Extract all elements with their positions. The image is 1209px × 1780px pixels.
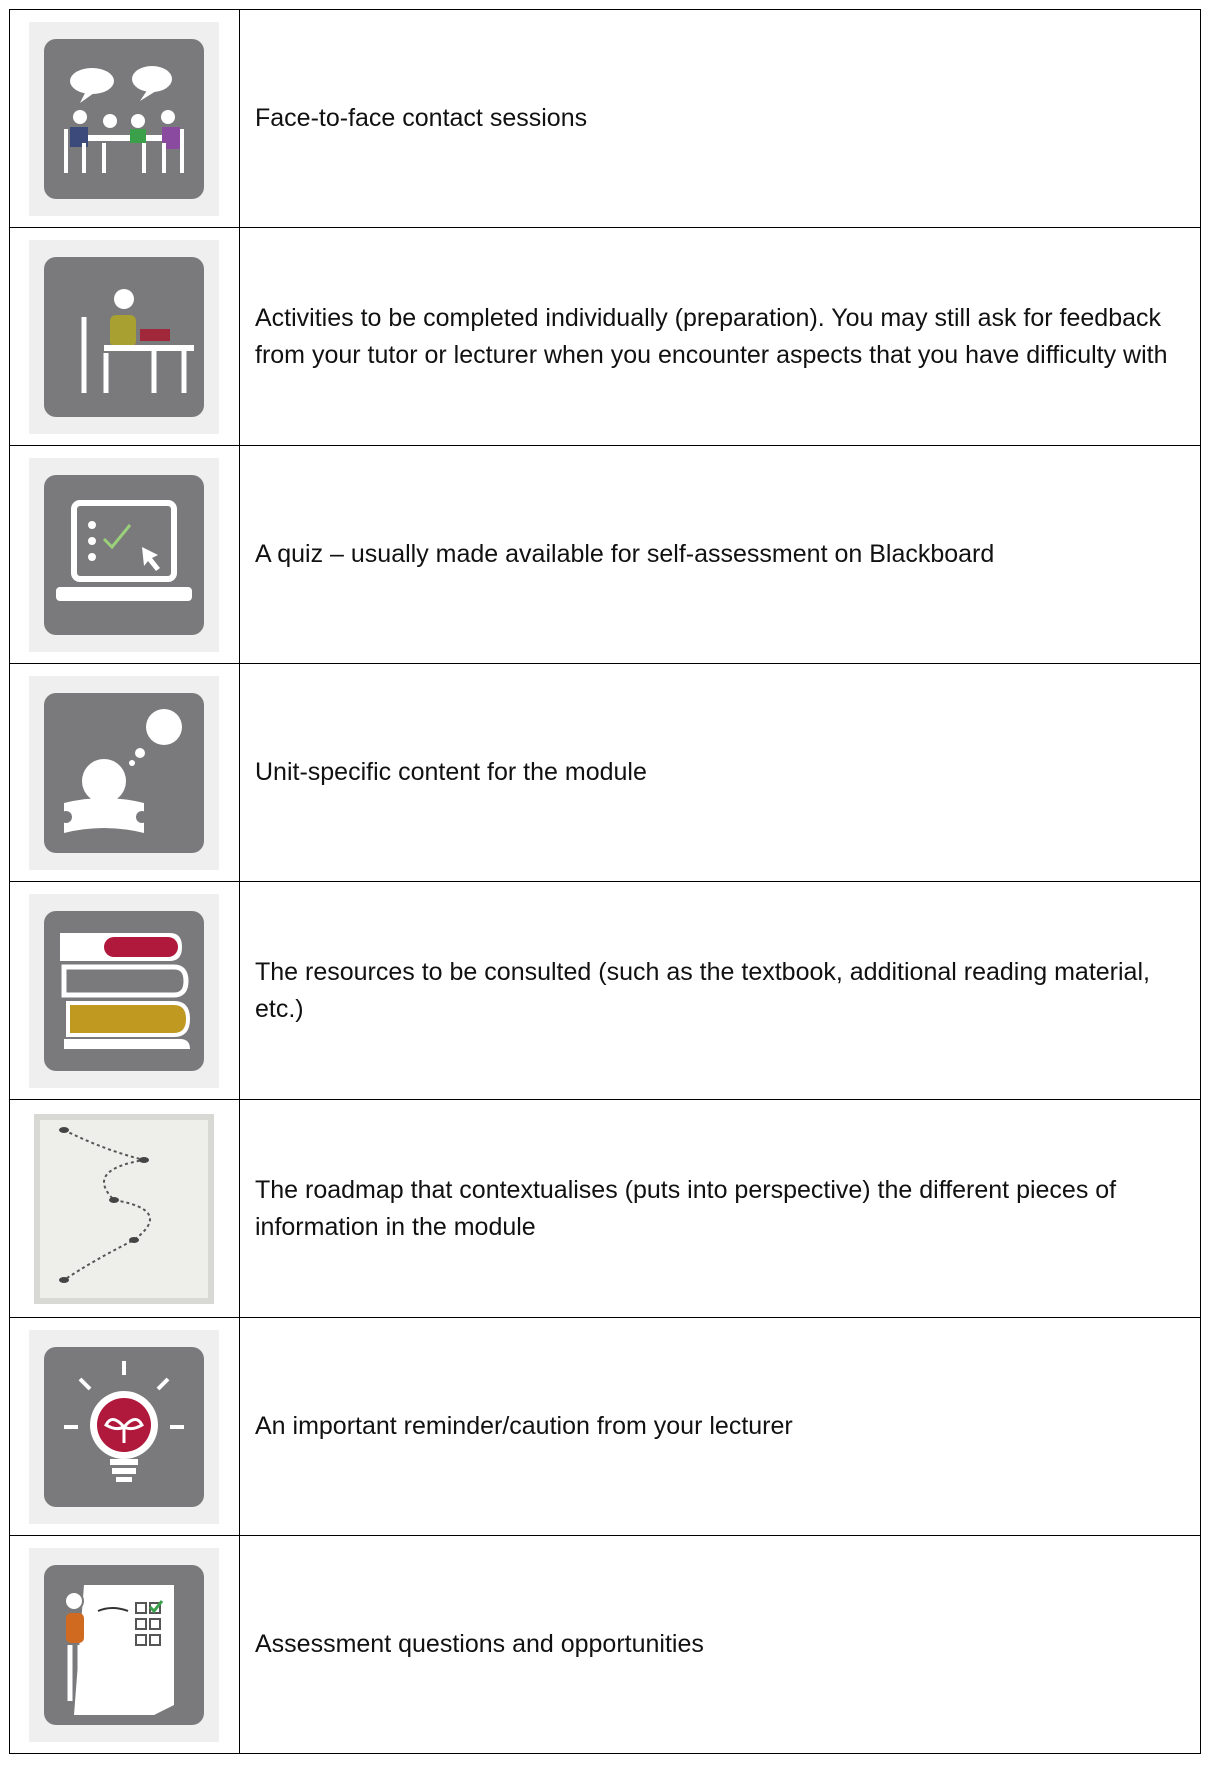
icon [29,457,219,652]
icon [29,239,219,434]
legend-table: Face-to-face contact sessions Activities… [9,9,1201,1754]
row-text: The resources to be consulted (such as t… [239,881,1201,1100]
row: Unit-specific content for the module [9,663,1201,882]
row: The resources to be consulted (such as t… [9,881,1201,1100]
row: Activities to be completed individually … [9,227,1201,446]
icon [29,1329,219,1524]
row-text: The roadmap that contextualises (puts in… [239,1099,1201,1318]
icon-cell [9,663,240,882]
icon-cell [9,227,240,446]
icon [29,893,219,1088]
row: Face-to-face contact sessions [9,9,1201,228]
row-text: Face-to-face contact sessions [239,9,1201,228]
icon-cell [9,1099,240,1318]
icon [29,675,219,870]
icon [29,21,219,216]
row-text: An important reminder/caution from your … [239,1317,1201,1536]
icon [29,1547,219,1742]
row-text: Unit-specific content for the module [239,663,1201,882]
icon-cell [9,445,240,664]
row: The roadmap that contextualises (puts in… [9,1099,1201,1318]
row: An important reminder/caution from your … [9,1317,1201,1536]
icon-cell [9,9,240,228]
row: A quiz – usually made available for self… [9,445,1201,664]
row: Assessment questions and opportunities [9,1535,1201,1754]
icon [29,1111,219,1306]
icon-cell [9,1535,240,1754]
row-text: A quiz – usually made available for self… [239,445,1201,664]
row-text: Activities to be completed individually … [239,227,1201,446]
icon-cell [9,881,240,1100]
icon-cell [9,1317,240,1536]
row-text: Assessment questions and opportunities [239,1535,1201,1754]
